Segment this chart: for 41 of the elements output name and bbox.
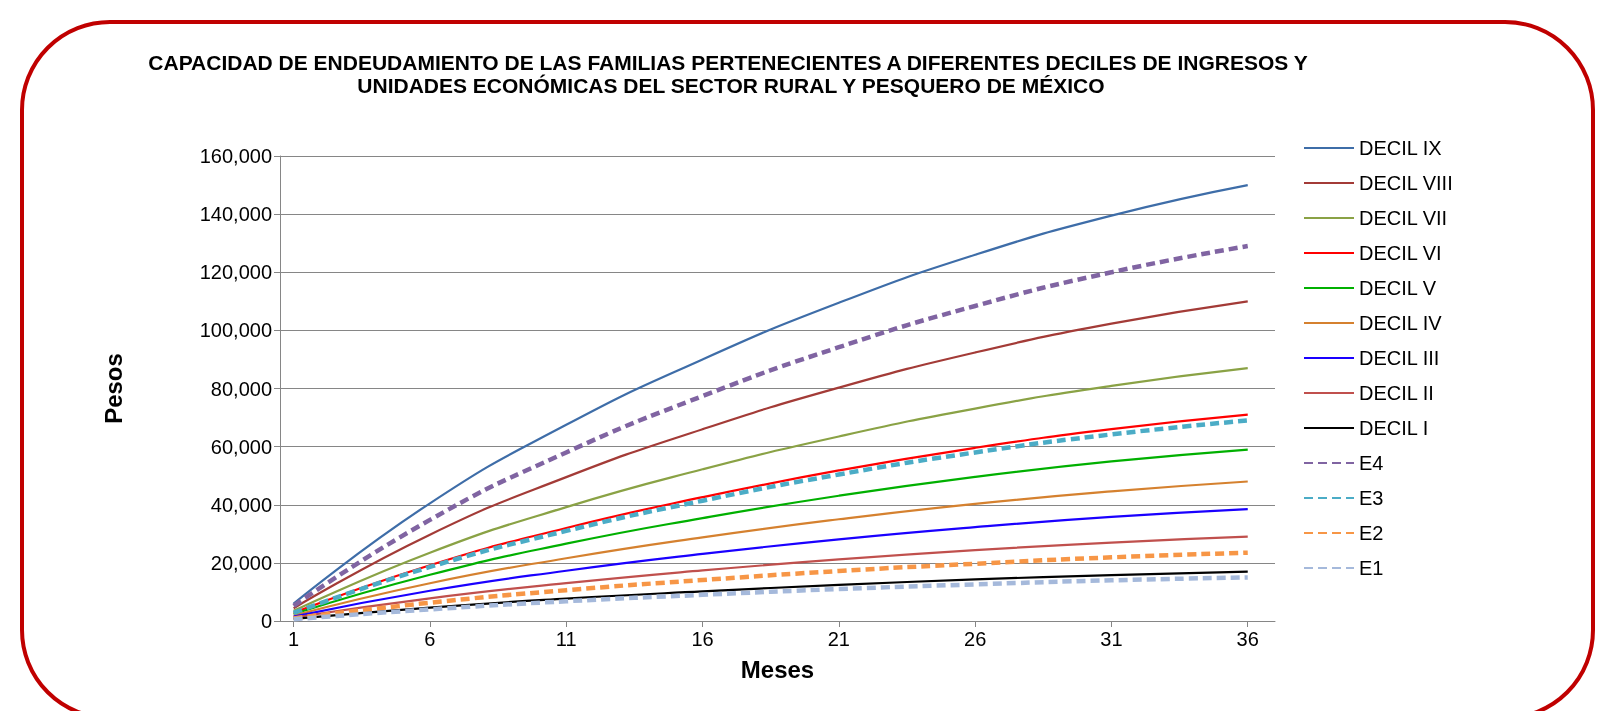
legend-label: DECIL VIII (1359, 172, 1453, 194)
y-tick-label: 140,000 (199, 203, 272, 226)
y-tick-label: 160,000 (199, 145, 272, 167)
line-series (292, 508, 1249, 618)
x-tick-label: 21 (827, 628, 850, 650)
line-series (291, 243, 1250, 609)
line-series (292, 448, 1249, 616)
legend-label: DECIL III (1359, 347, 1440, 369)
x-tick-label: 36 (1236, 628, 1259, 650)
x-tick-label: 1 (288, 628, 300, 650)
line-series (292, 300, 1249, 610)
y-tick-label: 120,000 (199, 261, 272, 284)
x-tick-label: 16 (691, 628, 714, 650)
line-series (292, 367, 1249, 612)
line-series (292, 183, 1249, 605)
y-tick-label: 80,000 (210, 377, 272, 400)
y-tick-label: 100,000 (199, 319, 272, 342)
legend-label: E3 (1359, 487, 1384, 509)
legend-label: DECIL VI (1359, 242, 1442, 264)
legend-label: E4 (1359, 452, 1384, 474)
x-tick-label: 6 (424, 628, 436, 650)
y-tick-label: 40,000 (210, 493, 272, 516)
legend-label: DECIL VII (1359, 207, 1448, 229)
y-tick-label: 60,000 (210, 435, 272, 458)
x-axis-title: Meses (740, 655, 815, 683)
y-axis-title: Pesos (99, 353, 127, 424)
legend-label: DECIL IV (1359, 312, 1443, 334)
legend-label: E1 (1359, 557, 1384, 579)
y-tick-label: 0 (260, 610, 272, 632)
x-tick-label: 11 (555, 628, 577, 650)
legend-label: DECIL V (1359, 277, 1437, 299)
legend-label: E2 (1359, 522, 1384, 544)
legend-label: DECIL I (1359, 417, 1429, 439)
x-tick-label: 31 (1100, 628, 1123, 650)
y-tick-label: 20,000 (210, 551, 272, 574)
line-series (292, 480, 1249, 617)
legend-label: DECIL IX (1359, 137, 1442, 159)
line-series (291, 550, 1250, 621)
x-tick-label: 26 (964, 628, 987, 650)
legend-label: DECIL II (1359, 382, 1434, 404)
chart-title: CAPACIDAD DE ENDEUDAMIENTO DE LAS FAMILIAS PERTENECIENTES A DIFERENTES DECILES DE INGRESOS Y UNIDADES ECONÓMICAS DEL SECTOR RURAL Y PESQUERO DE MÉXICO (148, 51, 1308, 97)
